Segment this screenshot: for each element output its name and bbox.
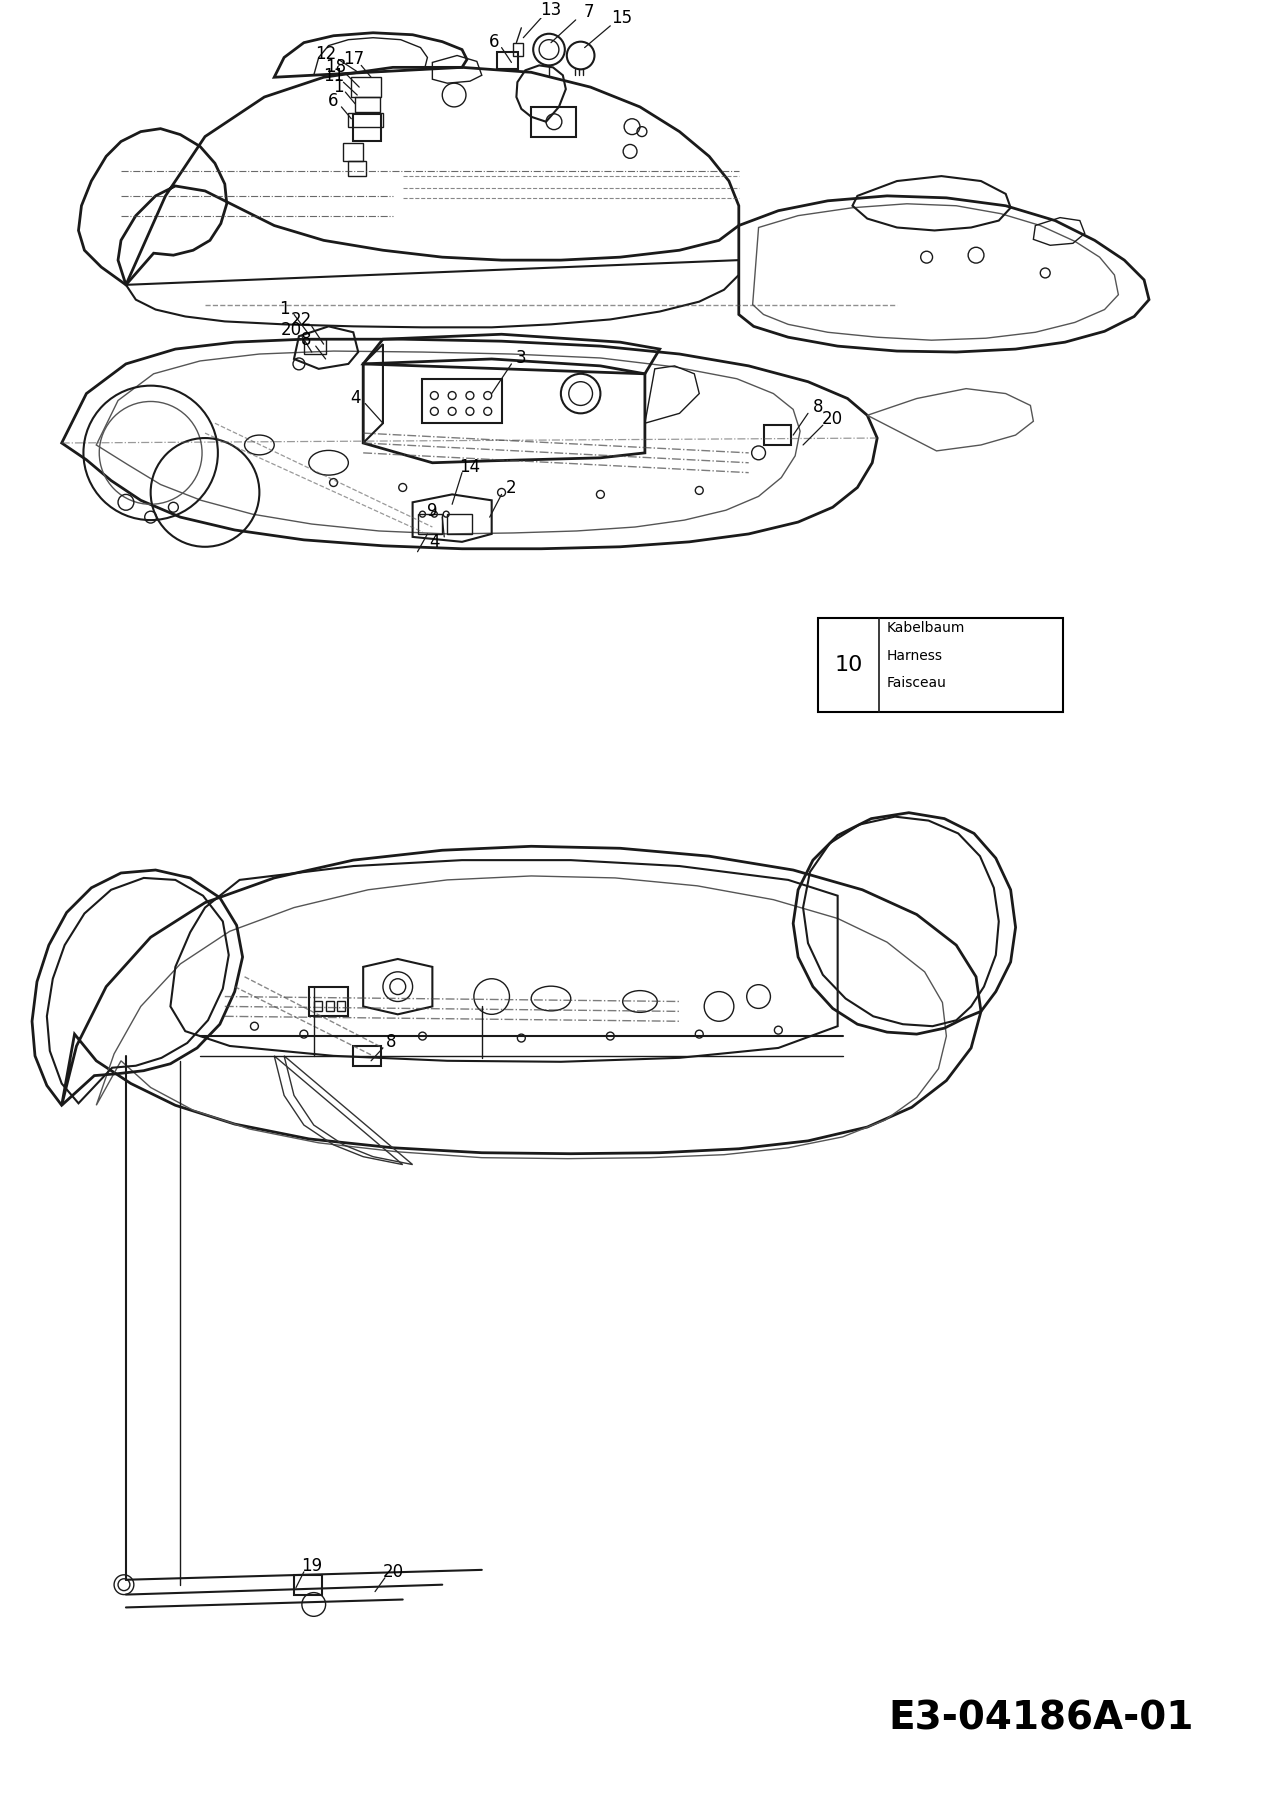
Text: 12: 12 (315, 45, 336, 63)
Bar (354, 113, 382, 142)
Text: 8: 8 (385, 1033, 396, 1051)
Bar (496, 52, 519, 70)
Bar (417, 515, 443, 535)
Bar (304, 338, 326, 355)
Bar (349, 113, 383, 126)
Text: 1: 1 (333, 77, 343, 95)
Text: 17: 17 (342, 50, 364, 68)
Bar (355, 97, 380, 112)
Text: Harness: Harness (887, 648, 943, 662)
Text: 20: 20 (383, 1562, 403, 1580)
Text: 3: 3 (516, 349, 527, 367)
Bar (343, 144, 364, 162)
Bar (349, 162, 366, 176)
Text: 4: 4 (429, 533, 440, 551)
Bar (337, 1001, 346, 1012)
Text: 6: 6 (488, 32, 499, 50)
Bar (422, 378, 501, 423)
Text: 9: 9 (427, 502, 438, 520)
Bar (294, 1575, 322, 1595)
Bar (763, 425, 791, 445)
Text: 1: 1 (279, 299, 290, 317)
Text: Kabelbaum: Kabelbaum (887, 621, 965, 635)
Bar (354, 1046, 382, 1066)
Bar (448, 515, 472, 535)
Text: 10: 10 (834, 655, 862, 675)
Text: 13: 13 (541, 2, 562, 20)
Bar (351, 77, 382, 97)
Text: 2: 2 (506, 479, 516, 497)
Text: 8: 8 (300, 331, 312, 349)
Text: E3-04186A-01: E3-04186A-01 (888, 1699, 1193, 1737)
Text: 6: 6 (328, 92, 338, 110)
Text: 7: 7 (584, 4, 594, 22)
Text: 20: 20 (822, 410, 843, 428)
Bar (514, 43, 523, 56)
Text: 4: 4 (350, 389, 360, 407)
Bar (314, 1001, 322, 1012)
Text: 8: 8 (813, 398, 823, 416)
Bar (309, 986, 349, 1017)
Text: 19: 19 (301, 1557, 322, 1575)
Text: Faisceau: Faisceau (887, 677, 946, 689)
Text: 22: 22 (290, 311, 312, 329)
Text: 20: 20 (280, 322, 301, 340)
Bar (326, 1001, 333, 1012)
Text: 14: 14 (459, 457, 481, 475)
Bar (818, 617, 1063, 711)
Text: 18: 18 (324, 58, 346, 76)
Text: 11: 11 (323, 67, 345, 85)
Bar (532, 106, 576, 137)
Text: 15: 15 (612, 9, 632, 27)
